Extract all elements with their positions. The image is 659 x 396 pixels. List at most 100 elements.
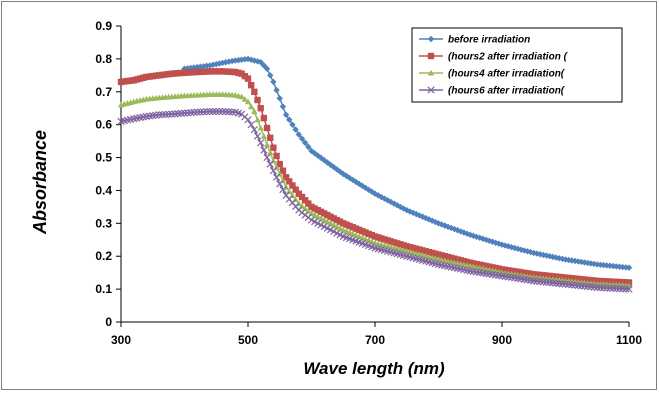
legend: before irradiation (hours2 after irradiat… [411, 27, 623, 103]
data-point [206, 107, 214, 116]
legend-marker [427, 86, 435, 94]
data-point [253, 132, 262, 140]
data-point [241, 95, 249, 102]
data-point [311, 150, 318, 157]
data-point [298, 193, 306, 201]
data-point [206, 62, 214, 69]
data-point [305, 207, 312, 214]
data-point [619, 285, 627, 293]
chart-axes: 0 0.1 0.2 0.3 0.4 0.5 0.6 0.7 0.8 0.9 300 500 700 900… [95, 19, 642, 347]
data-point [311, 211, 318, 218]
data-point [213, 60, 220, 68]
data-point [533, 250, 541, 257]
data-point [276, 160, 283, 168]
data-point [625, 264, 633, 271]
data-point [298, 202, 306, 209]
data-point [257, 105, 264, 112]
data-point [260, 114, 268, 122]
data-point [295, 190, 302, 197]
data-point [314, 213, 322, 220]
y-tick-label: 0.5 [95, 151, 112, 165]
data-point [289, 192, 296, 198]
data-point [599, 284, 608, 292]
data-point [254, 58, 261, 65]
data-point [609, 284, 617, 292]
y-tick-label: 0.8 [95, 52, 112, 66]
data-point [330, 221, 337, 228]
data-point [549, 253, 556, 261]
data-point [254, 116, 261, 123]
data-point [527, 248, 534, 256]
data-point [340, 170, 347, 178]
data-point [305, 200, 312, 207]
data-point [333, 223, 341, 230]
data-point [543, 252, 550, 259]
data-point [212, 107, 220, 116]
data-point [575, 258, 582, 265]
series-2 [117, 68, 633, 286]
data-point [517, 246, 525, 253]
data-point [165, 110, 173, 118]
data-point [244, 98, 252, 105]
data-point [606, 262, 614, 269]
data-point [612, 284, 620, 293]
y-tick-label: 0 [105, 315, 112, 329]
legend-entry: before irradiation [419, 35, 530, 46]
y-axis-title: Absorbance [30, 130, 50, 235]
data-point [267, 134, 274, 142]
data-point [298, 135, 306, 142]
data-point [238, 56, 245, 63]
data-point [260, 62, 268, 69]
legend-entry: (hours2 after irradiation ( [419, 52, 569, 63]
data-point [282, 111, 290, 118]
data-point [260, 146, 268, 154]
data-point [327, 220, 334, 226]
data-point [215, 107, 224, 116]
data-point [244, 55, 252, 63]
data-point [521, 247, 528, 254]
data-point [257, 139, 265, 147]
series-3 [117, 91, 633, 289]
data-point [158, 111, 166, 119]
data-point [270, 78, 277, 86]
data-point [263, 153, 271, 162]
data-point [267, 149, 274, 156]
data-point [250, 125, 258, 134]
data-point [254, 96, 261, 104]
x-tick-label: 300 [111, 333, 131, 347]
data-point [321, 216, 328, 223]
data-point [269, 167, 278, 175]
data-point [615, 284, 624, 293]
x-tick-label: 500 [238, 333, 258, 347]
data-point [286, 116, 293, 123]
data-point [247, 121, 255, 129]
data-point [270, 144, 277, 151]
data-point [263, 141, 271, 147]
data-point [209, 107, 217, 116]
data-point [286, 188, 293, 194]
legend-marker [427, 69, 435, 76]
data-point [301, 139, 309, 146]
data-point [276, 180, 284, 188]
data-point [273, 152, 280, 160]
data-point [282, 174, 290, 181]
series-layer [117, 55, 633, 293]
data-point [247, 103, 255, 110]
data-point [596, 284, 605, 292]
data-point [218, 107, 227, 116]
data-point [279, 167, 287, 174]
data-point [266, 160, 274, 168]
data-point [603, 284, 611, 292]
data-point [222, 108, 230, 116]
data-point [292, 126, 299, 133]
data-point [155, 111, 163, 119]
data-point [257, 58, 264, 66]
data-point [606, 284, 614, 292]
data-point [622, 264, 630, 271]
legend-label: (hours2 after irradiation ( [448, 52, 569, 63]
absorbance-chart: 0 0.1 0.2 0.3 0.4 0.5 0.6 0.7 0.8 0.9 300 500 700 900… [30, 19, 642, 378]
data-point [181, 65, 188, 72]
data-point [263, 124, 271, 132]
data-point [263, 65, 271, 72]
x-tick-label: 700 [365, 333, 385, 347]
